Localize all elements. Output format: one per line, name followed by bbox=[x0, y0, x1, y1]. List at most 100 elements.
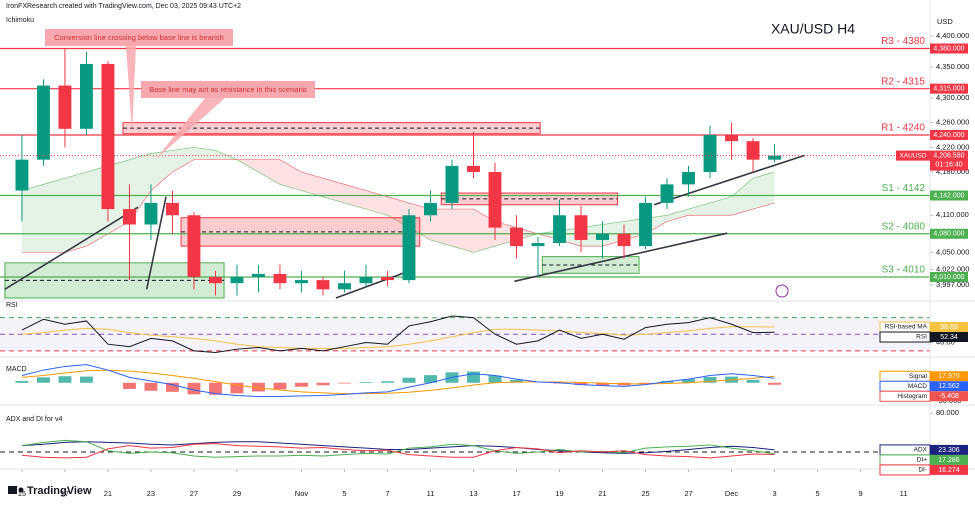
histogram-bar bbox=[359, 382, 373, 383]
countdown: 01:16:40 bbox=[935, 161, 962, 168]
indicator-title: Ichimoku bbox=[6, 17, 34, 24]
candle-body bbox=[338, 283, 351, 290]
candle-body bbox=[122, 209, 136, 225]
last-value-label: 17.286 bbox=[938, 457, 960, 464]
candle-body bbox=[273, 273, 287, 284]
x-tick-label: 23 bbox=[147, 489, 155, 498]
x-tick-label: Dec bbox=[725, 489, 739, 498]
level-badge-label: 4,142.000 bbox=[933, 192, 964, 199]
level-badge bbox=[930, 228, 968, 239]
level-label: R1 - 4240 bbox=[881, 123, 925, 134]
y-tick-label: 80.000 bbox=[936, 408, 959, 417]
x-tick-label: 15 bbox=[18, 489, 26, 498]
callout-pointer bbox=[126, 46, 136, 132]
histogram-bar bbox=[58, 376, 72, 383]
ichimoku-cloud bbox=[322, 178, 345, 203]
y-tick-label: 3,997.000 bbox=[936, 280, 969, 289]
histogram-bar bbox=[36, 377, 50, 383]
ichimoku-cloud bbox=[430, 209, 452, 247]
callout-box bbox=[141, 81, 315, 98]
ichimoku-cloud bbox=[365, 190, 388, 216]
histogram-bar bbox=[381, 381, 394, 383]
candle-body bbox=[252, 273, 265, 278]
series-name: DI- bbox=[918, 467, 927, 474]
series-name: MACD bbox=[908, 383, 927, 390]
histogram-bar bbox=[15, 380, 29, 383]
level-label: S2 - 4080 bbox=[882, 221, 926, 232]
ichimoku-cloud bbox=[344, 184, 366, 210]
callout-box bbox=[45, 29, 233, 46]
y-tick-label: 40.00 bbox=[936, 338, 955, 347]
last-value-label: 58.69 bbox=[940, 324, 958, 331]
candle-body bbox=[295, 280, 308, 284]
candle-body bbox=[209, 277, 222, 284]
level-badge-label: 4,240.000 bbox=[933, 132, 964, 139]
logo-icon bbox=[18, 487, 24, 493]
y-tick-label: 4,050.000 bbox=[936, 247, 969, 256]
histogram-bar bbox=[79, 376, 93, 383]
level-label: S1 - 4142 bbox=[882, 183, 926, 194]
indicator-line bbox=[21, 439, 775, 458]
level-badge bbox=[930, 43, 968, 54]
x-tick-label: 5 bbox=[342, 489, 346, 498]
pane-title: RSI bbox=[6, 302, 18, 309]
x-tick-label: 27 bbox=[190, 489, 198, 498]
y-tick-label: 4,400.000 bbox=[936, 31, 969, 40]
pane-title: MACD bbox=[6, 366, 27, 373]
ichimoku-cloud bbox=[688, 202, 711, 216]
y-tick-label: 4,180.000 bbox=[936, 167, 969, 176]
candle-body bbox=[359, 277, 373, 284]
y-tick-label: 4,300.000 bbox=[936, 93, 969, 102]
ichimoku-cloud bbox=[21, 184, 44, 253]
candle-body bbox=[660, 184, 674, 203]
x-tick-label: 7 bbox=[385, 489, 389, 498]
candle-body bbox=[596, 233, 609, 240]
histogram-bar bbox=[166, 382, 179, 392]
indicator-line bbox=[21, 443, 775, 459]
ichimoku-cloud bbox=[129, 153, 151, 222]
ichimoku-cloud bbox=[753, 172, 775, 210]
last-value-badge bbox=[930, 454, 968, 465]
histogram-bar bbox=[144, 382, 158, 391]
histogram-bar bbox=[424, 375, 437, 383]
indicator-line bbox=[21, 441, 775, 454]
trendline bbox=[4, 206, 139, 291]
last-value-badge bbox=[930, 322, 968, 333]
x-tick-label: 3 bbox=[772, 489, 776, 498]
x-tick-label: 13 bbox=[469, 489, 477, 498]
candle-body bbox=[488, 172, 502, 228]
event-icon[interactable] bbox=[775, 284, 789, 298]
histogram-bar bbox=[488, 375, 502, 383]
series-name: DI+ bbox=[917, 457, 928, 464]
ichimoku-cloud bbox=[258, 159, 280, 185]
logo-icon bbox=[8, 486, 17, 494]
ichimoku-cloud bbox=[64, 172, 87, 253]
last-value-label: 16.274 bbox=[938, 467, 960, 474]
candle-body bbox=[36, 85, 50, 160]
x-tick-label: 29 bbox=[233, 489, 241, 498]
last-value-label: 23.306 bbox=[938, 447, 960, 454]
histogram-bar bbox=[596, 382, 609, 386]
candle-body bbox=[15, 159, 29, 191]
series-name: Signal bbox=[909, 373, 928, 380]
last-price-badge bbox=[930, 150, 968, 171]
indicator-line bbox=[21, 315, 775, 354]
x-tick-label: 25 bbox=[641, 489, 649, 498]
level-badge-label: 4,010.000 bbox=[933, 274, 964, 281]
histogram-bar bbox=[768, 382, 781, 385]
last-value-label: 17.970 bbox=[938, 373, 960, 380]
series-name: RSI bbox=[916, 334, 927, 341]
candle-body bbox=[58, 85, 72, 129]
x-tick-label: 11 bbox=[427, 489, 435, 498]
level-badge bbox=[930, 190, 968, 201]
histogram-bar bbox=[574, 382, 588, 385]
trendline bbox=[653, 154, 805, 206]
histogram-bar bbox=[209, 382, 222, 395]
ichimoku-cloud bbox=[710, 196, 732, 216]
indicator-line bbox=[21, 364, 775, 398]
candle-body bbox=[639, 202, 652, 247]
level-badge-label: 4,080.000 bbox=[933, 231, 964, 238]
x-tick-label: 17 bbox=[512, 489, 520, 498]
level-badge-label: 4,315.000 bbox=[933, 86, 964, 93]
last-value-badge bbox=[930, 391, 968, 402]
